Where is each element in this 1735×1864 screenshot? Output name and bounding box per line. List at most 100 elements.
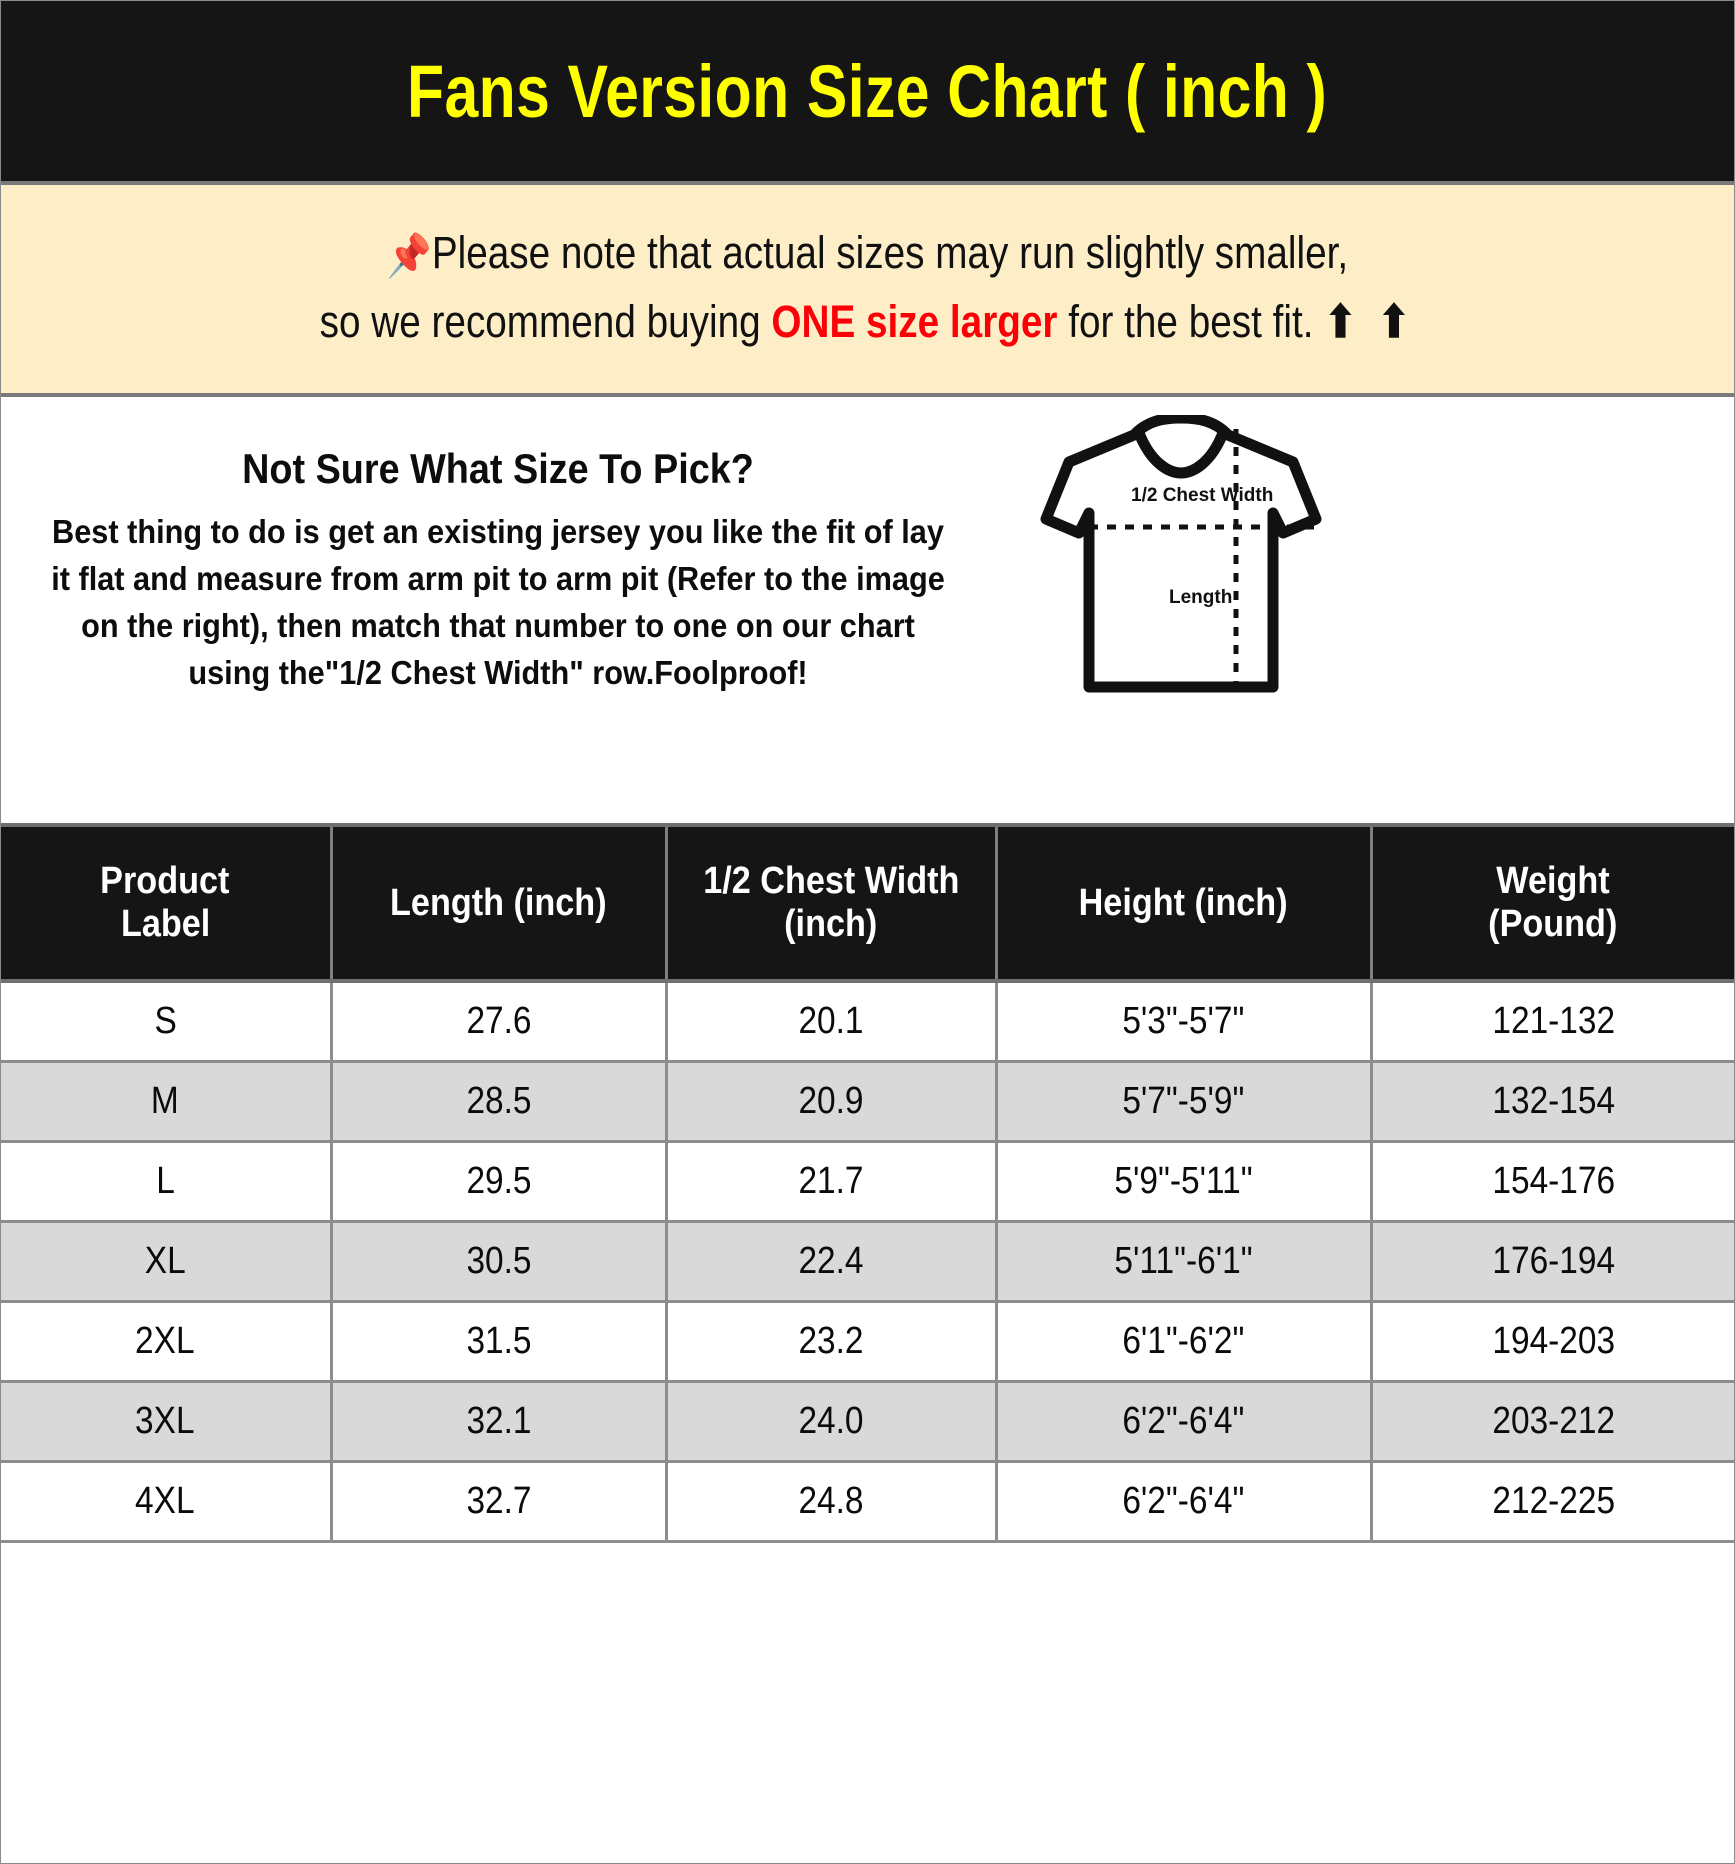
- size-table-head: Product Label Length (inch) 1/2 Chest Wi…: [1, 827, 1734, 983]
- cell-weight: 154-176: [1371, 1141, 1734, 1223]
- cell-length: 32.1: [331, 1381, 668, 1463]
- table-row: 2XL 31.5 23.2 6'1"-6'2" 194-203: [1, 1301, 1734, 1383]
- title-banner: Fans Version Size Chart ( inch ): [1, 1, 1734, 185]
- cell-weight-text: 132-154: [1491, 1080, 1615, 1122]
- note-line-1: 📌Please note that actual sizes may run s…: [122, 227, 1612, 281]
- cell-weight-text: 154-176: [1491, 1160, 1615, 1202]
- cell-size: M: [1, 1061, 333, 1143]
- cell-weight-text: 212-225: [1491, 1480, 1615, 1522]
- note-line-1-text: Please note that actual sizes may run sl…: [431, 226, 1349, 278]
- cell-length-text: 29.5: [465, 1160, 532, 1202]
- cell-weight: 176-194: [1371, 1221, 1734, 1303]
- cell-size-text: 3XL: [135, 1400, 196, 1442]
- table-row: S 27.6 20.1 5'3"-5'7" 121-132: [1, 981, 1734, 1063]
- cell-length: 31.5: [331, 1301, 668, 1383]
- cell-height-text: 6'2"-6'4": [1122, 1480, 1245, 1522]
- cell-half-chest-text: 20.1: [798, 1000, 864, 1042]
- column-header-weight: Weight (Pound): [1371, 827, 1734, 983]
- cell-half-chest-text: 20.9: [798, 1080, 864, 1122]
- cell-size-text: 4XL: [135, 1480, 196, 1522]
- cell-height-text: 5'9"-5'11": [1114, 1160, 1253, 1202]
- table-row: M 28.5 20.9 5'7"-5'9" 132-154: [1, 1061, 1734, 1143]
- cell-height: 6'2"-6'4": [996, 1461, 1373, 1543]
- cell-weight: 121-132: [1371, 981, 1734, 1063]
- note-strip: 📌Please note that actual sizes may run s…: [1, 185, 1734, 397]
- help-section: Not Sure What Size To Pick? Best thing t…: [1, 397, 1734, 827]
- cell-half-chest-text: 21.7: [798, 1160, 864, 1202]
- cell-height: 5'3"-5'7": [996, 981, 1373, 1063]
- cell-length-text: 31.5: [465, 1320, 532, 1362]
- tshirt-icon: [1040, 415, 1322, 693]
- cell-half-chest: 21.7: [666, 1141, 998, 1223]
- cell-half-chest: 23.2: [666, 1301, 998, 1383]
- cell-size: XL: [1, 1221, 333, 1303]
- cell-weight-text: 194-203: [1491, 1320, 1615, 1362]
- table-row: XL 30.5 22.4 5'11"-6'1" 176-194: [1, 1221, 1734, 1303]
- cell-weight-text: 176-194: [1491, 1240, 1615, 1282]
- table-row: 3XL 32.1 24.0 6'2"-6'4" 203-212: [1, 1381, 1734, 1463]
- table-row: L 29.5 21.7 5'9"-5'11" 154-176: [1, 1141, 1734, 1223]
- cell-size-text: 2XL: [135, 1320, 196, 1362]
- table-row: 4XL 32.7 24.8 6'2"-6'4" 212-225: [1, 1461, 1734, 1543]
- cell-length-text: 28.5: [465, 1080, 532, 1122]
- column-header-half-chest-width: 1/2 Chest Width (inch): [666, 827, 998, 983]
- cell-half-chest-text: 23.2: [798, 1320, 864, 1362]
- cell-weight: 212-225: [1371, 1461, 1734, 1543]
- cell-weight-text: 203-212: [1491, 1400, 1615, 1442]
- cell-height-text: 5'11"-6'1": [1114, 1240, 1253, 1282]
- cell-half-chest: 20.9: [666, 1061, 998, 1143]
- help-heading: Not Sure What Size To Pick?: [242, 445, 754, 492]
- cell-weight: 132-154: [1371, 1061, 1734, 1143]
- cell-length-text: 32.7: [465, 1480, 532, 1522]
- cell-height-text: 6'1"-6'2": [1122, 1320, 1245, 1362]
- cell-length: 30.5: [331, 1221, 668, 1303]
- cell-half-chest: 24.8: [666, 1461, 998, 1543]
- cell-length: 32.7: [331, 1461, 668, 1543]
- cell-height: 5'7"-5'9": [996, 1061, 1373, 1143]
- arrow-up-icon: ⬆ ⬆: [1324, 295, 1416, 347]
- cell-height-text: 5'7"-5'9": [1122, 1080, 1245, 1122]
- cell-size: L: [1, 1141, 333, 1223]
- length-label: Length: [1169, 587, 1233, 608]
- column-header-product-label: Product Label: [1, 827, 333, 983]
- size-table-body: S 27.6 20.1 5'3"-5'7" 121-132 M 28.5 20.9 5'7"-5…: [1, 981, 1734, 1543]
- cell-length-text: 27.6: [465, 1000, 532, 1042]
- table-header-row: Product Label Length (inch) 1/2 Chest Wi…: [1, 827, 1734, 983]
- cell-weight: 194-203: [1371, 1301, 1734, 1383]
- size-table: Product Label Length (inch) 1/2 Chest Wi…: [1, 827, 1734, 1543]
- cell-length: 29.5: [331, 1141, 668, 1223]
- help-text-block: Not Sure What Size To Pick? Best thing t…: [1, 397, 1011, 696]
- cell-height: 5'9"-5'11": [996, 1141, 1373, 1223]
- column-header-length: Length (inch): [331, 827, 668, 983]
- note-line-2-pre: so we recommend buying: [319, 295, 772, 347]
- help-body: Best thing to do is get an existing jers…: [51, 513, 945, 691]
- cell-length-text: 30.5: [465, 1240, 532, 1282]
- note-emphasis: ONE size larger: [771, 295, 1058, 347]
- cell-half-chest: 22.4: [666, 1221, 998, 1303]
- cell-size-text: M: [151, 1080, 180, 1122]
- cell-weight-text: 121-132: [1491, 1000, 1615, 1042]
- cell-length: 27.6: [331, 981, 668, 1063]
- page-title: Fans Version Size Chart ( inch ): [407, 49, 1328, 133]
- cell-length: 28.5: [331, 1061, 668, 1143]
- cell-size-text: S: [154, 1000, 177, 1042]
- chest-width-label: 1/2 Chest Width: [1131, 485, 1274, 506]
- cell-half-chest-text: 24.0: [798, 1400, 864, 1442]
- column-header-height: Height (inch): [996, 827, 1373, 983]
- cell-half-chest-text: 22.4: [798, 1240, 864, 1282]
- tshirt-diagram-wrap: 1/2 Chest Width Length: [1011, 397, 1734, 823]
- cell-size: S: [1, 981, 333, 1063]
- cell-size: 3XL: [1, 1381, 333, 1463]
- cell-height: 6'2"-6'4": [996, 1381, 1373, 1463]
- pushpin-icon: 📌: [386, 231, 432, 279]
- cell-height: 5'11"-6'1": [996, 1221, 1373, 1303]
- note-line-2: so we recommend buying ONE size larger f…: [122, 295, 1612, 348]
- cell-half-chest-text: 24.8: [798, 1480, 864, 1522]
- cell-size: 4XL: [1, 1461, 333, 1543]
- cell-size-text: L: [155, 1160, 175, 1202]
- note-line-2-post: for the best fit.: [1057, 295, 1325, 347]
- cell-half-chest: 20.1: [666, 981, 998, 1063]
- cell-size: 2XL: [1, 1301, 333, 1383]
- cell-size-text: XL: [144, 1240, 186, 1282]
